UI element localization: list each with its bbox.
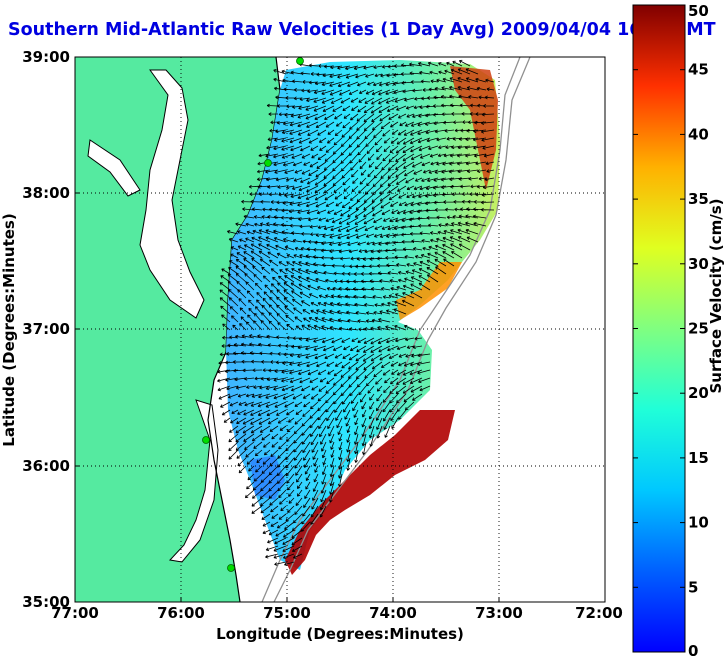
- x-tick-label: 75:00: [263, 604, 311, 622]
- x-tick-label: 76:00: [157, 604, 205, 622]
- colorbar-ticks: 0 5 10 15 20 25 30 35 40 45 50: [633, 2, 709, 659]
- x-tick-label: 72:00: [575, 604, 623, 622]
- y-tick-label: 36:00: [22, 457, 70, 475]
- colorbar-tick-label: 0: [688, 642, 698, 659]
- colorbar-tick-label: 45: [688, 61, 709, 79]
- sound-water: [168, 399, 219, 563]
- colorbar-tick-label: 15: [688, 449, 709, 467]
- y-tick-label: 37:00: [22, 320, 70, 338]
- colorbar-tick-label: 40: [688, 125, 709, 143]
- colorbar-tick-label: 30: [688, 255, 709, 273]
- x-tick-label: 74:00: [369, 604, 417, 622]
- colorbar-tick-label: 50: [688, 2, 709, 20]
- y-tick-label: 38:00: [22, 184, 70, 202]
- radar-station-marker: [264, 159, 272, 167]
- colorbar-label: Surface Velocity (cm/s): [707, 198, 724, 393]
- x-axis-label: Longitude (Degrees:Minutes): [216, 625, 464, 643]
- x-tick-label: 77:00: [51, 604, 99, 622]
- bathymetry-contour: [273, 57, 531, 602]
- axis-tick-marks: [75, 192, 500, 602]
- y-axis-label: Latitude (Degrees:Minutes): [0, 213, 18, 446]
- velocity-hotspot-south: [285, 410, 455, 575]
- velocity-slow-zone: [250, 455, 285, 500]
- colorbar-tick-label: 5: [688, 578, 698, 596]
- velocity-arrow-set: [217, 59, 495, 566]
- coastline: [207, 57, 281, 602]
- estuary: [87, 139, 141, 197]
- bathymetry-contour: [261, 57, 521, 602]
- x-tick-label: 73:00: [475, 604, 523, 622]
- y-tick-label: 35:00: [22, 593, 70, 611]
- y-tick-label: 39:00: [22, 48, 70, 66]
- colorbar: [632, 4, 686, 653]
- colorbar-tick-label: 10: [688, 514, 709, 532]
- colorbar-tick-label: 35: [688, 190, 709, 208]
- radar-station-marker: [296, 57, 304, 65]
- colorbar-tick-label: 25: [688, 320, 709, 338]
- velocity-vectors: [217, 59, 495, 566]
- map-title: Southern Mid-Atlantic Raw Velocities (1 …: [8, 20, 716, 40]
- radar-station-marker: [202, 436, 210, 444]
- chesapeake-bay: [139, 69, 205, 319]
- radar-station-marker: [227, 564, 235, 572]
- colorbar-tick-label: 20: [688, 384, 709, 402]
